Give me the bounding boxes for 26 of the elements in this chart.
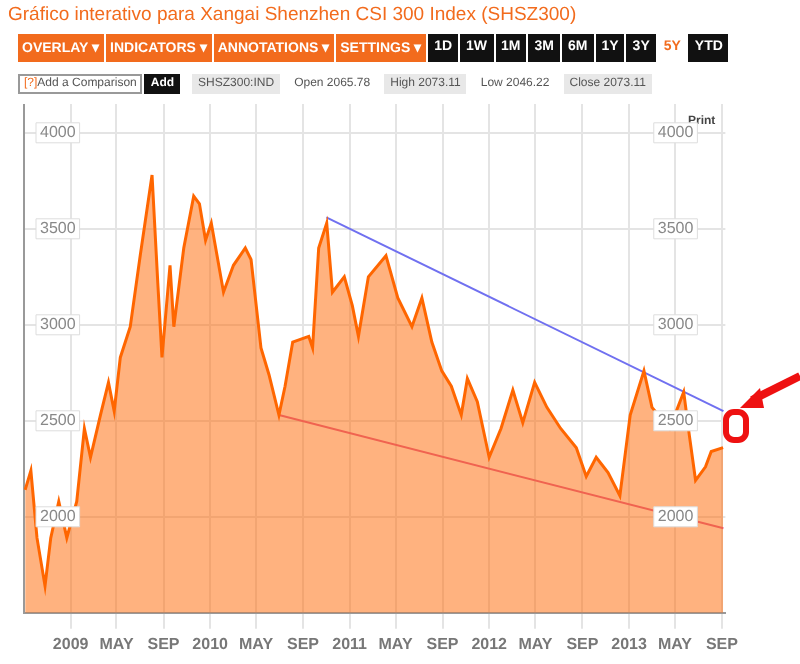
y2-tick-label: 4000 [657,123,695,142]
x-tick-label: MAY [518,634,554,653]
x-tick-label: MAY [238,634,275,653]
x-tick-label: 2013 [611,634,648,653]
x-tick-label: SEP [287,634,321,653]
y-tick-label: 2000 [40,507,77,526]
x-tick-label: MAY [378,634,414,653]
y-tick-label: 4000 [40,123,77,142]
y2-tick-label: 2500 [657,411,695,430]
x-tick-label: SEP [566,634,600,653]
x-tick-label: MAY [99,634,135,653]
x-tick-label: 2010 [192,634,230,653]
x-tick-label: MAY [657,634,694,653]
x-tick-label: 2012 [471,634,509,653]
x-tick-label: SEP [147,634,181,653]
x-tick-label: SEP [705,634,740,653]
x-tick-label: SEP [426,634,460,653]
y2-tick-label: 3000 [657,315,695,334]
x-tick-label: 2009 [52,634,90,653]
y-tick-label: 3000 [40,315,77,334]
chart-title: Gráfico interativo para Xangai Shenzhen CSI 300 Index (SHSZ300) [8,4,577,26]
y-tick-label: 2500 [40,411,77,430]
y2-tick-label: 2000 [657,507,695,526]
x-tick-label: 2011 [332,634,369,653]
y-tick-label: 3500 [40,219,77,238]
y2-tick-label: 3500 [657,219,695,238]
